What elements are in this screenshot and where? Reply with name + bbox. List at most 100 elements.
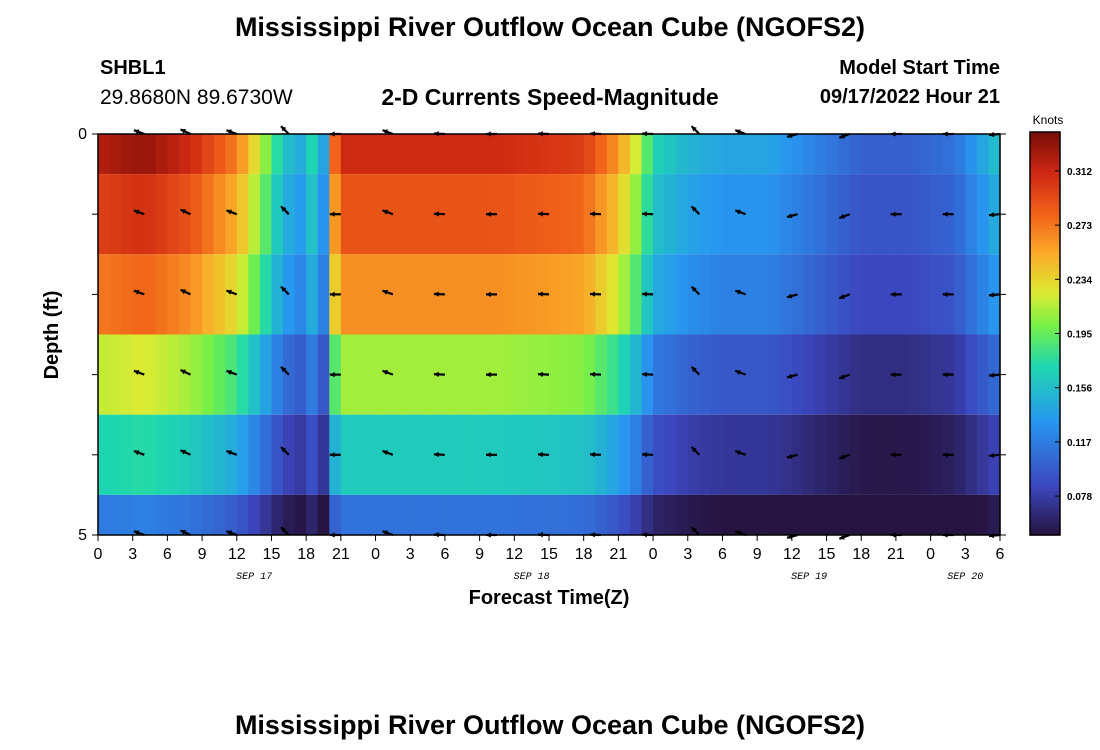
heatmap-cell <box>895 254 909 335</box>
colorbar-segment <box>1030 420 1060 425</box>
current-arrow <box>838 213 851 220</box>
date-label: SEP 20 <box>947 572 983 583</box>
heatmap-cell <box>757 414 770 495</box>
heatmap-cell <box>629 174 643 255</box>
heatmap-cell <box>225 174 238 255</box>
arrow-head <box>839 213 845 219</box>
heatmap-cell <box>953 134 966 175</box>
arrow-head <box>942 291 948 297</box>
colorbar-segment <box>1030 464 1060 469</box>
heatmap-cell <box>456 334 469 415</box>
heatmap-cell <box>699 134 712 175</box>
heatmap-cell <box>294 134 307 175</box>
colorbar-segment <box>1030 333 1060 338</box>
heatmap-cell <box>919 254 932 335</box>
heatmap-cell <box>838 254 851 335</box>
heatmap-cell <box>375 174 388 255</box>
heatmap-cell <box>549 334 562 415</box>
heatmap-cell <box>190 254 203 335</box>
heatmap-cell <box>283 254 296 335</box>
arrow-head <box>839 294 845 299</box>
arrow-head <box>989 292 995 298</box>
heatmap-cell <box>838 134 851 175</box>
current-arrow <box>690 285 701 296</box>
colorbar-segment <box>1030 165 1060 170</box>
arrow-head <box>989 212 995 218</box>
colorbar-segment <box>1030 360 1060 365</box>
colorbar-segment <box>1030 330 1060 335</box>
heatmap-cell <box>861 334 874 415</box>
heatmap-cell <box>271 174 284 255</box>
colorbar-segment <box>1030 262 1060 267</box>
heatmap-cell <box>884 134 897 175</box>
heatmap-cell <box>444 334 458 415</box>
colorbar-segment <box>1030 437 1060 442</box>
heatmap-cell <box>641 494 654 535</box>
x-tick-label: 6 <box>440 546 449 563</box>
heatmap-cell <box>872 494 885 535</box>
colorbar-segment <box>1030 286 1060 291</box>
x-tick-label: 15 <box>818 546 836 563</box>
current-arrow <box>280 526 290 536</box>
heatmap-cell <box>433 494 446 535</box>
current-arrow <box>329 291 341 297</box>
colorbar-segment <box>1030 477 1060 482</box>
arrow-head <box>281 286 287 292</box>
colorbar-segment <box>1030 350 1060 355</box>
heatmap-cell <box>491 494 504 535</box>
heatmap-cell <box>283 414 296 495</box>
arrow-head <box>329 372 335 378</box>
heatmap-cell <box>121 334 134 415</box>
current-arrow <box>838 293 851 300</box>
arrow-head <box>382 289 388 295</box>
heatmap-cell <box>248 414 261 495</box>
heatmap-cell <box>710 334 724 415</box>
heatmap-cell <box>213 334 226 415</box>
heatmap-cell <box>178 134 192 175</box>
arrow-head <box>486 291 491 297</box>
arrow-head <box>433 291 439 297</box>
colorbar-segment <box>1030 215 1060 220</box>
colorbar-segment <box>1030 239 1060 244</box>
heatmap-cell <box>757 254 770 335</box>
current-arrow <box>133 209 145 216</box>
colorbar-segment <box>1030 343 1060 348</box>
current-arrow <box>537 451 550 458</box>
heatmap-cell <box>606 254 619 335</box>
heatmap-cell <box>549 494 562 535</box>
current-arrow <box>280 446 290 456</box>
heatmap-cell <box>872 414 885 495</box>
heatmap-cell <box>421 174 434 255</box>
colorbar-segment <box>1030 474 1060 479</box>
arrow-head <box>433 371 439 377</box>
colorbar-segment <box>1030 212 1060 217</box>
heatmap-cell <box>965 254 978 335</box>
heatmap-cell <box>363 334 377 415</box>
heatmap-cell <box>549 134 562 175</box>
current-arrow <box>226 209 238 216</box>
arrow-head <box>642 211 647 217</box>
heatmap-cell <box>178 414 192 495</box>
heatmap-cell <box>965 494 978 535</box>
heatmap-cell <box>560 254 573 335</box>
heatmap-cell <box>618 414 631 495</box>
arrow-head <box>486 372 491 378</box>
colorbar-segment <box>1030 504 1060 509</box>
date-label: SEP 19 <box>791 572 827 583</box>
heatmap-cell <box>283 494 296 535</box>
heatmap-cell <box>202 334 215 415</box>
arrow-head <box>486 211 491 217</box>
current-arrow <box>180 208 191 216</box>
colorbar-segment <box>1030 236 1060 241</box>
heatmap-cell <box>572 134 585 175</box>
heatmap-cell <box>606 334 619 415</box>
heatmap-cell <box>155 254 168 335</box>
colorbar-segment <box>1030 524 1060 529</box>
heatmap-cell <box>757 494 770 535</box>
heatmap-cell <box>826 174 839 255</box>
heatmap-cell <box>109 174 122 255</box>
colorbar-tick-label: 0.234 <box>1067 275 1092 286</box>
colorbar-segment <box>1030 256 1060 261</box>
arrow-head <box>382 129 388 135</box>
heatmap-cell <box>629 494 643 535</box>
